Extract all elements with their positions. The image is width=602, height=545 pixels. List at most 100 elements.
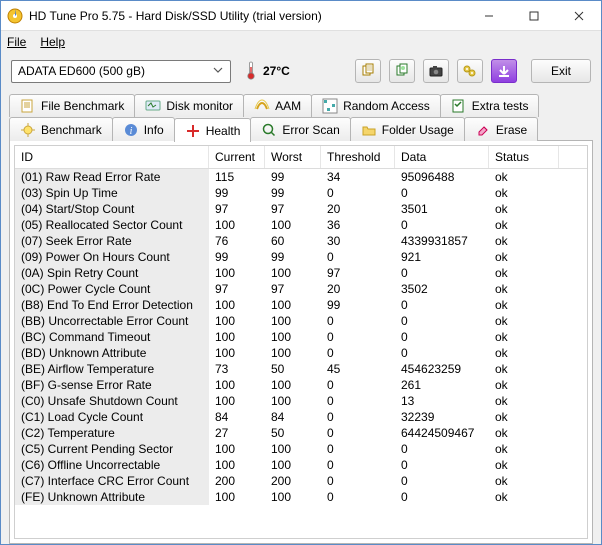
table-row[interactable]: (01) Raw Read Error Rate115993495096488o… xyxy=(15,169,587,185)
cell-current: 200 xyxy=(209,473,265,489)
error-scan-icon xyxy=(261,122,277,138)
tab-label: Erase xyxy=(496,123,527,137)
cell-status: ok xyxy=(489,217,559,233)
tab-extra-tests[interactable]: Extra tests xyxy=(440,94,540,117)
cell-id: (C0) Unsafe Shutdown Count xyxy=(15,393,209,409)
cell-status: ok xyxy=(489,201,559,217)
tab-health[interactable]: Health xyxy=(174,118,252,142)
copy-text-button[interactable] xyxy=(355,59,381,83)
table-body: (01) Raw Read Error Rate115993495096488o… xyxy=(15,169,587,505)
cell-status: ok xyxy=(489,473,559,489)
table-row[interactable]: (09) Power On Hours Count99990921ok xyxy=(15,249,587,265)
table-row[interactable]: (BE) Airflow Temperature735045454623259o… xyxy=(15,361,587,377)
th-status[interactable]: Status xyxy=(489,146,559,168)
table-row[interactable]: (05) Reallocated Sector Count100100360ok xyxy=(15,217,587,233)
cell-current: 100 xyxy=(209,329,265,345)
table-row[interactable]: (C6) Offline Uncorrectable10010000ok xyxy=(15,457,587,473)
cell-current: 73 xyxy=(209,361,265,377)
cell-data: 261 xyxy=(395,377,489,393)
table-row[interactable]: (B8) End To End Error Detection100100990… xyxy=(15,297,587,313)
cell-id: (BE) Airflow Temperature xyxy=(15,361,209,377)
cell-data: 95096488 xyxy=(395,169,489,185)
cell-id: (07) Seek Error Rate xyxy=(15,233,209,249)
menu-help[interactable]: Help xyxy=(40,35,65,49)
cell-threshold: 0 xyxy=(321,441,395,457)
cell-data: 0 xyxy=(395,297,489,313)
menu-file[interactable]: File xyxy=(7,35,26,49)
tab-aam[interactable]: AAM xyxy=(243,94,312,117)
screenshot-button[interactable] xyxy=(423,59,449,83)
table-row[interactable]: (C0) Unsafe Shutdown Count100100013ok xyxy=(15,393,587,409)
tab-error-scan[interactable]: Error Scan xyxy=(250,117,350,141)
table-row[interactable]: (04) Start/Stop Count9797203501ok xyxy=(15,201,587,217)
cell-current: 100 xyxy=(209,489,265,505)
tab-file-benchmark[interactable]: File Benchmark xyxy=(9,94,135,117)
maximize-button[interactable] xyxy=(511,1,556,30)
cell-threshold: 97 xyxy=(321,265,395,281)
cell-status: ok xyxy=(489,393,559,409)
temperature-value: 27°C xyxy=(263,64,290,78)
tab-folder-usage[interactable]: Folder Usage xyxy=(350,117,465,141)
table-row[interactable]: (BC) Command Timeout10010000ok xyxy=(15,329,587,345)
cell-id: (BB) Uncorrectable Error Count xyxy=(15,313,209,329)
cell-current: 100 xyxy=(209,345,265,361)
table-row[interactable]: (0A) Spin Retry Count100100970ok xyxy=(15,265,587,281)
settings-button[interactable] xyxy=(457,59,483,83)
copy-data-button[interactable] xyxy=(389,59,415,83)
cell-status: ok xyxy=(489,441,559,457)
th-worst[interactable]: Worst xyxy=(265,146,321,168)
cell-data: 0 xyxy=(395,313,489,329)
cell-current: 100 xyxy=(209,441,265,457)
cell-id: (0C) Power Cycle Count xyxy=(15,281,209,297)
cell-current: 100 xyxy=(209,393,265,409)
close-button[interactable] xyxy=(556,1,601,30)
tab-label: Health xyxy=(206,124,241,138)
health-icon xyxy=(185,123,201,139)
table-row[interactable]: (C7) Interface CRC Error Count20020000ok xyxy=(15,473,587,489)
th-data[interactable]: Data xyxy=(395,146,489,168)
cell-current: 115 xyxy=(209,169,265,185)
exit-button[interactable]: Exit xyxy=(531,59,591,83)
cell-current: 97 xyxy=(209,281,265,297)
tab-erase[interactable]: Erase xyxy=(464,117,538,141)
cell-data: 0 xyxy=(395,185,489,201)
cell-data: 454623259 xyxy=(395,361,489,377)
cell-threshold: 0 xyxy=(321,457,395,473)
cell-worst: 97 xyxy=(265,201,321,217)
table-row[interactable]: (BF) G-sense Error Rate1001000261ok xyxy=(15,377,587,393)
table-row[interactable]: (07) Seek Error Rate7660304339931857ok xyxy=(15,233,587,249)
th-current[interactable]: Current xyxy=(209,146,265,168)
cell-data: 64424509467 xyxy=(395,425,489,441)
th-threshold[interactable]: Threshold xyxy=(321,146,395,168)
th-id[interactable]: ID xyxy=(15,146,209,168)
table-row[interactable]: (BD) Unknown Attribute10010000ok xyxy=(15,345,587,361)
aam-icon xyxy=(254,98,270,114)
table-row[interactable]: (03) Spin Up Time999900ok xyxy=(15,185,587,201)
tab-label: Benchmark xyxy=(41,123,102,137)
tab-disk-monitor[interactable]: Disk monitor xyxy=(134,94,244,117)
table-row[interactable]: (C5) Current Pending Sector10010000ok xyxy=(15,441,587,457)
erase-icon xyxy=(475,122,491,138)
cell-current: 84 xyxy=(209,409,265,425)
save-button[interactable] xyxy=(491,59,517,83)
tab-row-2: Benchmark iInfo Health Error ScanFolder Usa… xyxy=(9,116,593,140)
cell-id: (BD) Unknown Attribute xyxy=(15,345,209,361)
table-row[interactable]: (C1) Load Cycle Count8484032239ok xyxy=(15,409,587,425)
drive-select[interactable]: ADATA ED600 (500 gB) xyxy=(11,60,231,83)
minimize-button[interactable] xyxy=(466,1,511,30)
table-row[interactable]: (BB) Uncorrectable Error Count10010000ok xyxy=(15,313,587,329)
menu-bar: File Help xyxy=(1,31,601,53)
disk-monitor-icon xyxy=(145,98,161,114)
table-row[interactable]: (0C) Power Cycle Count9797203502ok xyxy=(15,281,587,297)
cell-id: (0A) Spin Retry Count xyxy=(15,265,209,281)
tab-benchmark[interactable]: Benchmark xyxy=(9,117,113,141)
cell-worst: 97 xyxy=(265,281,321,297)
cell-data: 0 xyxy=(395,489,489,505)
tab-random-access[interactable]: Random Access xyxy=(311,94,441,117)
cell-threshold: 0 xyxy=(321,345,395,361)
cell-worst: 200 xyxy=(265,473,321,489)
table-row[interactable]: (C2) Temperature2750064424509467ok xyxy=(15,425,587,441)
drive-select-value: ADATA ED600 (500 gB) xyxy=(18,64,145,78)
tab-info[interactable]: iInfo xyxy=(112,117,175,141)
table-row[interactable]: (FE) Unknown Attribute10010000ok xyxy=(15,489,587,505)
